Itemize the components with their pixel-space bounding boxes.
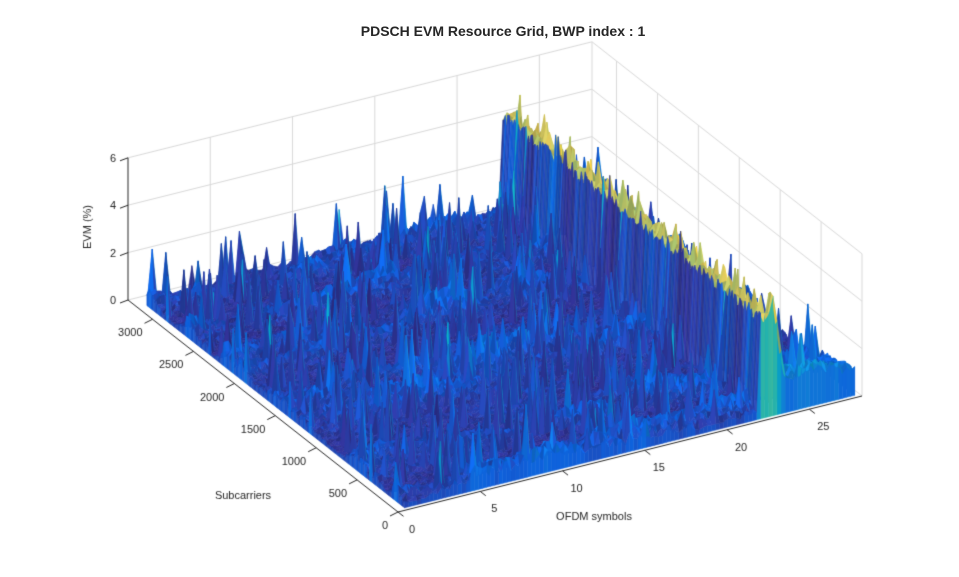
plot-title: PDSCH EVM Resource Grid, BWP index : 1 — [360, 23, 646, 39]
